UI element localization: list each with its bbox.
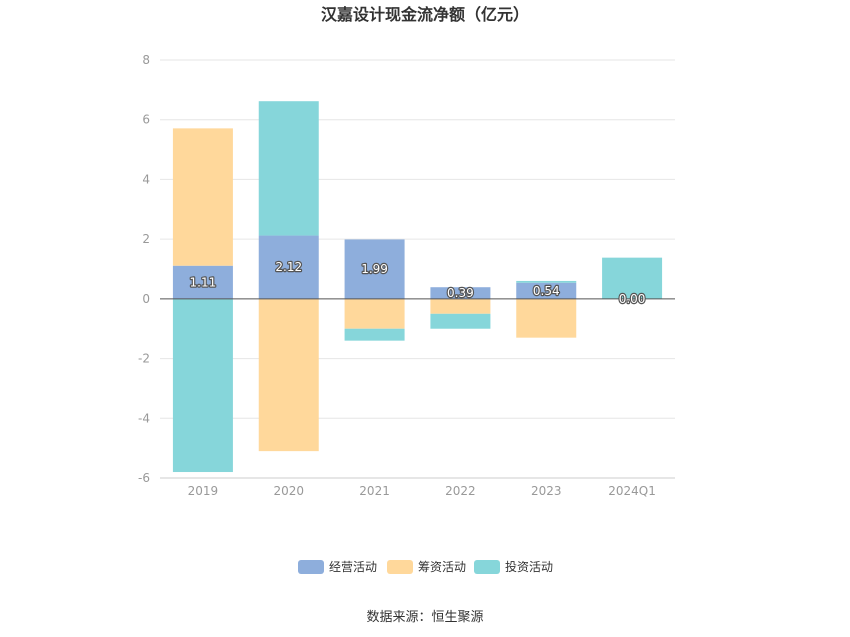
- data-labels: 1.11 2.12 1.99 0.39 0.54 0.00: [188, 259, 646, 307]
- bar-2023-series-1: [516, 282, 577, 299]
- bar-2022-series-1: [430, 287, 491, 299]
- legend: 经营活动 筹资活动 投资活动: [298, 559, 553, 574]
- y-tick-label: -4: [138, 411, 150, 425]
- source-note: 数据来源：恒生聚源: [366, 610, 483, 625]
- bar-2021-series-2: [344, 298, 405, 329]
- y-tick-label: -6: [138, 471, 150, 485]
- y-tick-label: 8: [142, 53, 150, 67]
- bar-2020-series-2: [258, 298, 319, 452]
- x-tick-label: 2023: [531, 484, 562, 498]
- y-tick-label: 2: [142, 232, 150, 246]
- bars: [172, 101, 663, 473]
- grid-lines: [160, 59, 675, 479]
- data-label-2019: 1.11: [190, 275, 217, 289]
- legend-item[interactable]: 筹资活动: [387, 560, 466, 574]
- data-label-2023: 0.54: [533, 284, 560, 298]
- data-label-2022: 0.39: [447, 286, 474, 300]
- bar-2019-series-2: [172, 128, 233, 266]
- legend-label: 筹资活动: [418, 560, 466, 574]
- bar-2021-series-1: [344, 239, 405, 299]
- bar-2020-series-3: [258, 101, 319, 236]
- bar-2022-series-3: [430, 313, 491, 329]
- y-tick-label: -2: [138, 352, 150, 366]
- y-tick-label: 4: [142, 172, 150, 186]
- legend-swatch: [474, 560, 500, 574]
- y-tick-label: 0: [142, 292, 150, 306]
- legend-swatch: [387, 560, 413, 574]
- bar-2022-series-2: [430, 298, 491, 314]
- legend-label: 经营活动: [329, 560, 377, 574]
- bar-2020-series-1: [258, 235, 319, 299]
- x-tick-label: 2022: [445, 484, 476, 498]
- bar-2024Q1-series-3: [602, 257, 663, 299]
- x-axis-ticks: 2019 2020 2021 2022 2023 2024Q1: [160, 477, 675, 498]
- legend-item[interactable]: 投资活动: [474, 559, 553, 574]
- bar-2021-series-3: [344, 328, 405, 341]
- legend-item[interactable]: 经营活动: [298, 560, 377, 574]
- x-tick-label: 2021: [359, 484, 390, 498]
- bar-2019-series-1: [172, 265, 233, 299]
- legend-swatch: [298, 560, 324, 574]
- bar-2023-series-2: [516, 298, 577, 338]
- bar-2023-series-3: [516, 280, 577, 283]
- x-tick-label: 2024Q1: [608, 484, 656, 498]
- data-label-2021: 1.99: [361, 262, 388, 276]
- data-label-2024Q1: 0.00: [619, 292, 646, 306]
- legend-label: 投资活动: [505, 559, 553, 574]
- x-tick-label: 2020: [273, 484, 304, 498]
- x-tick-label: 2019: [188, 484, 219, 498]
- bar-2019-series-3: [172, 298, 233, 473]
- y-tick-label: 6: [142, 113, 150, 127]
- chart-title: 汉嘉设计现金流净额（亿元）: [321, 5, 529, 24]
- y-axis-ticks: 8 6 4 2 0 -2 -4 -6: [138, 53, 150, 485]
- data-label-2020: 2.12: [275, 260, 302, 274]
